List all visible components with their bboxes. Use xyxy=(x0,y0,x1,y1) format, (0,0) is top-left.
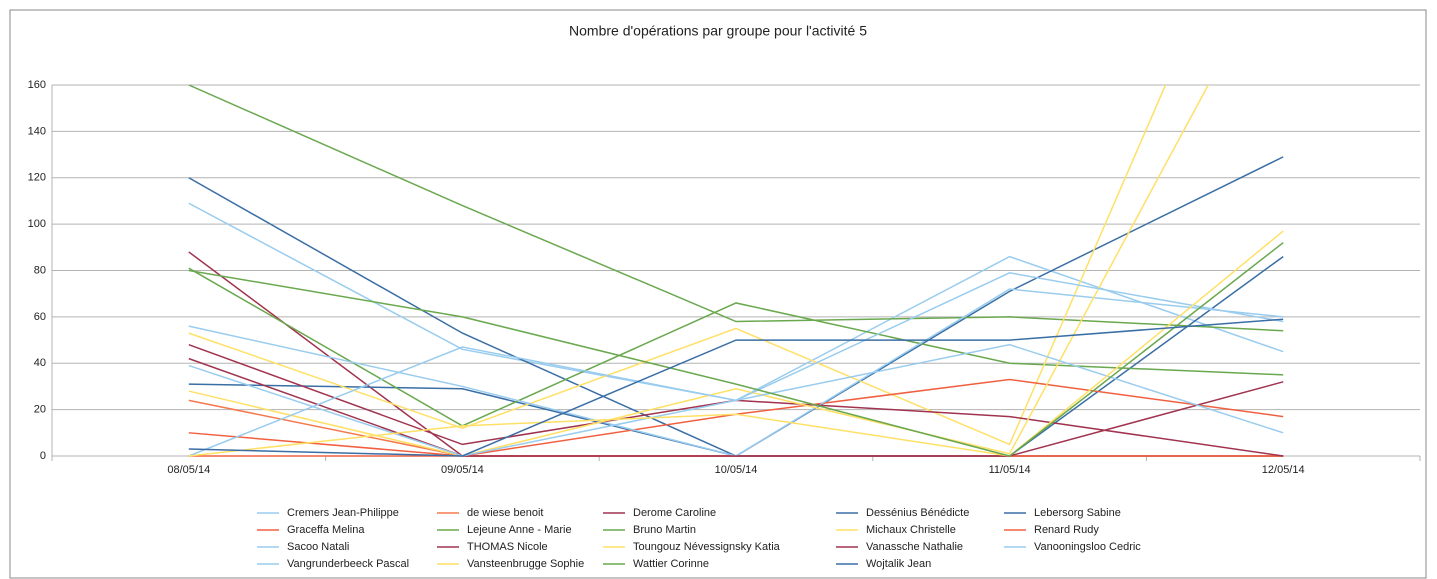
x-tick-label: 11/05/14 xyxy=(989,464,1031,476)
y-tick-label: 140 xyxy=(28,125,46,137)
series-line xyxy=(188,267,1284,427)
series-line xyxy=(188,399,1284,457)
series-line xyxy=(188,85,1210,457)
series-line xyxy=(188,272,1284,457)
chart-title: Nombre d'opérations par groupe pour l'ac… xyxy=(569,23,867,39)
y-tick-label: 100 xyxy=(28,218,46,230)
series-line xyxy=(188,85,1167,446)
plot-lines xyxy=(188,85,1284,457)
series-line xyxy=(188,251,1284,457)
legend-label: Vangrunderbeeck Pascal xyxy=(287,558,409,570)
legend-label: Bruno Martin xyxy=(633,524,696,536)
series-line xyxy=(188,357,1284,457)
series-line xyxy=(188,318,1284,457)
y-tick-label: 80 xyxy=(34,264,46,276)
y-tick-label: 20 xyxy=(34,404,46,416)
legend-label: Wojtalik Jean xyxy=(866,558,931,570)
legend-label: Graceffa Melina xyxy=(287,524,365,536)
y-tick-label: 60 xyxy=(34,311,46,323)
y-tick-label: 0 xyxy=(40,450,46,462)
x-tick-label: 08/05/14 xyxy=(167,464,210,476)
legend-label: THOMAS Nicole xyxy=(467,541,548,553)
series-line xyxy=(188,156,1284,457)
legend-label: Vanassche Nathalie xyxy=(866,541,963,553)
legend-label: Cremers Jean-Philippe xyxy=(287,507,399,519)
x-tick-label: 12/05/14 xyxy=(1262,464,1305,476)
series-line xyxy=(188,230,1284,457)
legend-label: Michaux Christelle xyxy=(866,524,956,536)
legend-label: Sacoo Natali xyxy=(287,541,349,553)
y-tick-label: 120 xyxy=(28,172,46,184)
legend-label: Lejeune Anne - Marie xyxy=(467,524,572,536)
legend-label: Vanooningsloo Cedric xyxy=(1034,541,1141,553)
legend-label: Derome Caroline xyxy=(633,507,716,519)
series-line xyxy=(188,85,1284,332)
chart-frame xyxy=(9,9,1427,579)
legend-label: de wiese benoit xyxy=(467,507,543,519)
legend-label: Renard Rudy xyxy=(1034,524,1099,536)
legend-label: Lebersorg Sabine xyxy=(1034,507,1121,519)
legend-label: Wattier Corinne xyxy=(633,558,709,570)
y-tick-label: 40 xyxy=(34,357,46,369)
legend-label: Dessénius Bénédicte xyxy=(866,507,969,519)
legend-label: Vansteenbrugge Sophie xyxy=(467,558,584,570)
x-tick-label: 10/05/14 xyxy=(715,464,758,476)
y-tick-label: 160 xyxy=(28,79,46,91)
legend-label: Toungouz Névessignsky Katia xyxy=(633,541,781,553)
x-tick-label: 09/05/14 xyxy=(441,464,484,476)
series-line xyxy=(188,242,1284,457)
series-line xyxy=(188,288,1284,457)
